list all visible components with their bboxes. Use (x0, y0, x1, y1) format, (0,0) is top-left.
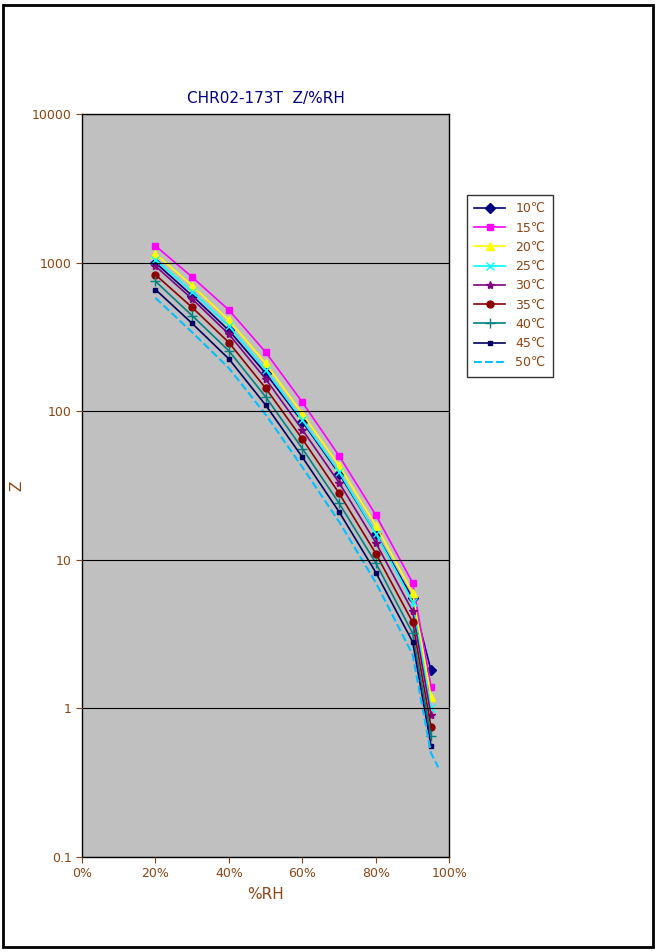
10℃ (262, 367, 270, 379)
45℃ (188, 318, 196, 329)
15℃ (298, 397, 306, 408)
35℃ (262, 383, 270, 394)
Line: 45℃: 45℃ (154, 288, 433, 747)
35℃ (188, 302, 196, 313)
20℃ (188, 280, 196, 291)
Title: CHR02-173T  Z/%RH: CHR02-173T Z/%RH (187, 91, 344, 106)
Line: 30℃: 30℃ (152, 262, 435, 720)
45℃ (335, 506, 343, 518)
30℃ (335, 477, 343, 488)
50℃ (188, 327, 196, 338)
Line: 50℃: 50℃ (155, 298, 438, 767)
25℃ (262, 365, 270, 376)
35℃ (152, 269, 159, 281)
15℃ (152, 240, 159, 251)
40℃ (409, 627, 417, 639)
45℃ (372, 566, 380, 578)
35℃ (372, 548, 380, 560)
45℃ (152, 284, 159, 295)
20℃ (225, 314, 233, 326)
15℃ (427, 681, 435, 692)
X-axis label: %RH: %RH (247, 887, 284, 902)
Line: 25℃: 25℃ (152, 255, 435, 712)
15℃ (335, 450, 343, 462)
30℃ (298, 424, 306, 435)
50℃ (225, 363, 233, 374)
10℃ (298, 416, 306, 427)
10℃ (225, 325, 233, 336)
40℃ (262, 391, 270, 403)
10℃ (335, 468, 343, 480)
35℃ (335, 487, 343, 499)
40℃ (427, 730, 435, 742)
45℃ (427, 740, 435, 751)
25℃ (152, 254, 159, 266)
Line: 20℃: 20℃ (152, 249, 435, 701)
20℃ (152, 248, 159, 260)
30℃ (225, 328, 233, 340)
10℃ (152, 257, 159, 268)
10℃ (188, 290, 196, 302)
50℃ (409, 649, 417, 661)
40℃ (225, 346, 233, 357)
40℃ (335, 498, 343, 509)
10℃ (409, 593, 417, 605)
30℃ (188, 293, 196, 305)
40℃ (152, 275, 159, 287)
10℃ (427, 664, 435, 676)
35℃ (427, 721, 435, 732)
50℃ (434, 762, 442, 773)
40℃ (372, 557, 380, 568)
10℃ (372, 528, 380, 540)
30℃ (372, 537, 380, 548)
30℃ (262, 373, 270, 385)
20℃ (298, 408, 306, 420)
20℃ (262, 358, 270, 369)
25℃ (335, 466, 343, 478)
Legend: 10℃, 15℃, 20℃, 25℃, 30℃, 35℃, 40℃, 45℃, 50℃: 10℃, 15℃, 20℃, 25℃, 30℃, 35℃, 40℃, 45℃, … (466, 195, 553, 377)
15℃ (409, 577, 417, 588)
40℃ (188, 310, 196, 322)
50℃ (372, 577, 380, 588)
50℃ (335, 516, 343, 527)
25℃ (409, 596, 417, 607)
25℃ (427, 703, 435, 714)
Line: 15℃: 15℃ (152, 243, 434, 690)
Line: 40℃: 40℃ (151, 276, 436, 741)
35℃ (225, 337, 233, 348)
35℃ (409, 617, 417, 628)
20℃ (427, 691, 435, 703)
50℃ (427, 747, 435, 759)
20℃ (372, 520, 380, 531)
25℃ (225, 320, 233, 331)
50℃ (298, 462, 306, 473)
Line: 10℃: 10℃ (152, 259, 434, 674)
20℃ (409, 587, 417, 599)
30℃ (152, 260, 159, 271)
45℃ (298, 451, 306, 463)
45℃ (225, 353, 233, 365)
15℃ (262, 347, 270, 358)
15℃ (188, 271, 196, 283)
50℃ (152, 292, 159, 304)
35℃ (298, 433, 306, 445)
25℃ (188, 286, 196, 297)
25℃ (372, 528, 380, 540)
25℃ (298, 414, 306, 426)
15℃ (372, 509, 380, 521)
30℃ (427, 709, 435, 721)
40℃ (298, 443, 306, 454)
15℃ (225, 305, 233, 316)
30℃ (409, 605, 417, 617)
45℃ (409, 636, 417, 647)
50℃ (262, 408, 270, 420)
45℃ (262, 400, 270, 411)
Line: 35℃: 35℃ (152, 271, 434, 730)
Y-axis label: Z: Z (10, 481, 25, 490)
20℃ (335, 460, 343, 471)
